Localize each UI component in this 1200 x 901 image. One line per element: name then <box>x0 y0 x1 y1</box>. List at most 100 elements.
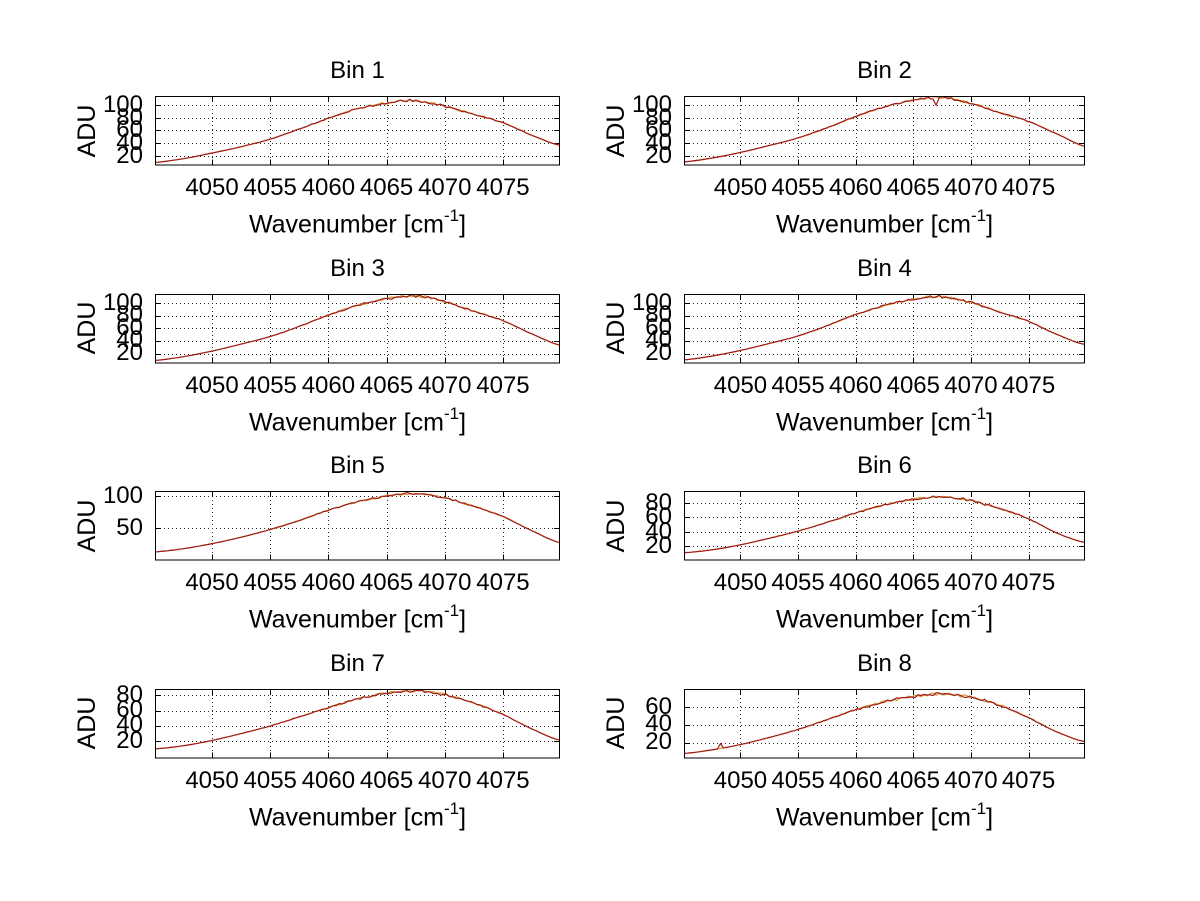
y-tick-label: 100 <box>631 91 672 119</box>
y-tick-label: 40 <box>645 710 672 738</box>
x-axis-label: Wavenumber [cm-1] <box>684 798 1085 832</box>
spectrum-line <box>683 691 1086 754</box>
x-tick-label: 4070 <box>418 174 472 202</box>
y-tick-label: 60 <box>116 313 143 341</box>
spectrum-line <box>154 491 561 553</box>
subplot-title: Bin 1 <box>330 57 385 84</box>
spectrum-line <box>683 293 1086 360</box>
x-axis-label: Wavenumber [cm-1] <box>684 405 1085 437</box>
y-tick-label: 80 <box>116 680 143 708</box>
y-tick-label: 80 <box>645 301 672 329</box>
y-tick-label: 40 <box>116 326 143 354</box>
x-tick-label: 4065 <box>359 766 414 794</box>
spectrum-line <box>154 98 561 163</box>
y-tick-label: 80 <box>116 103 143 131</box>
x-axis-label-text: ] <box>459 210 467 239</box>
plot-area <box>683 688 1086 758</box>
spectrum-line <box>154 293 561 361</box>
x-tick-label: 4050 <box>713 569 768 597</box>
x-tick-label: 4070 <box>944 569 998 597</box>
x-tick-label: 4050 <box>185 569 239 597</box>
y-tick-label: 20 <box>116 726 143 754</box>
x-axis-label-superscript: -1 <box>443 798 460 818</box>
y-tick-label: 80 <box>116 301 143 329</box>
x-tick-label: 4075 <box>476 569 530 597</box>
y-tick-label: 20 <box>645 532 672 560</box>
x-tick-label: 4055 <box>243 569 297 597</box>
plot-area <box>154 688 561 758</box>
x-axis-label-superscript: -1 <box>443 601 460 621</box>
x-tick-label: 4055 <box>771 569 825 597</box>
x-tick-label: 4065 <box>359 174 414 202</box>
x-tick-label: 4050 <box>185 371 239 399</box>
x-axis-label: Wavenumber [cm-1] <box>155 206 560 239</box>
y-tick-label: 60 <box>116 116 143 144</box>
plot-area <box>154 293 561 363</box>
y-tick-label: 40 <box>645 326 672 354</box>
x-tick-label: 4065 <box>886 371 940 399</box>
subplot-title: Bin 6 <box>857 452 912 479</box>
x-tick-label: 4075 <box>476 371 530 399</box>
x-tick-label: 4055 <box>771 371 825 399</box>
x-tick-label: 4055 <box>243 766 297 794</box>
x-axis-label-text: ] <box>459 605 467 634</box>
x-axis-label-text: Wavenumber [cm <box>775 605 971 634</box>
y-tick-label: 20 <box>116 339 143 367</box>
x-tick-label: 4050 <box>713 766 768 794</box>
y-tick-label: 20 <box>645 339 672 367</box>
x-tick-label: 4050 <box>713 174 768 202</box>
x-tick-label: 4065 <box>886 569 940 597</box>
y-tick-label: 40 <box>116 711 143 739</box>
x-tick-label: 4070 <box>418 766 472 794</box>
x-tick-label: 4050 <box>713 371 768 399</box>
spectrum-line <box>154 688 561 749</box>
x-axis-label: Wavenumber [cm-1] <box>684 601 1085 634</box>
y-tick-label: 20 <box>645 141 672 169</box>
x-tick-label: 4070 <box>944 766 998 794</box>
x-axis-label-text: ] <box>986 210 994 239</box>
subplot-title: Bin 3 <box>330 254 385 282</box>
x-tick-label: 4060 <box>828 569 883 597</box>
x-tick-label: 4075 <box>1001 766 1056 794</box>
x-axis-label-text: ] <box>986 803 994 832</box>
y-tick-label: 60 <box>645 116 672 144</box>
plot-area <box>683 491 1086 561</box>
x-axis-label-text: Wavenumber [cm <box>248 210 444 239</box>
y-tick-label: 60 <box>645 692 672 720</box>
y-tick-label: 40 <box>645 517 672 545</box>
x-tick-label: 4065 <box>359 569 414 597</box>
x-tick-label: 4065 <box>886 174 940 202</box>
x-axis-label-superscript: -1 <box>443 206 460 226</box>
y-tick-label: 80 <box>645 488 672 516</box>
x-tick-label: 4050 <box>185 174 239 202</box>
x-axis-label-superscript: -1 <box>970 798 987 818</box>
x-axis-label-text: Wavenumber [cm <box>775 803 971 832</box>
y-tick-label: 60 <box>116 696 143 724</box>
y-tick-label: 50 <box>116 514 143 542</box>
x-tick-label: 4060 <box>301 569 356 597</box>
y-tick-label: 100 <box>102 91 143 119</box>
x-axis-label: Wavenumber [cm-1] <box>155 601 560 634</box>
x-axis-label-superscript: -1 <box>443 403 460 423</box>
y-tick-label: 80 <box>645 103 672 131</box>
x-axis-label-text: ] <box>986 408 994 437</box>
x-tick-label: 4065 <box>886 766 940 794</box>
x-tick-label: 4065 <box>359 371 414 399</box>
x-tick-label: 4075 <box>476 766 530 794</box>
x-axis-label-text: Wavenumber [cm <box>775 408 971 437</box>
x-axis-label-text: Wavenumber [cm <box>248 408 444 437</box>
subplot-title: Bin 5 <box>330 452 385 479</box>
y-tick-label: 60 <box>645 313 672 341</box>
x-tick-label: 4075 <box>1001 371 1056 399</box>
x-tick-label: 4070 <box>418 569 472 597</box>
y-tick-label: 20 <box>116 141 143 169</box>
x-tick-label: 4050 <box>185 766 239 794</box>
x-tick-label: 4075 <box>1001 569 1056 597</box>
x-tick-label: 4055 <box>243 371 297 399</box>
x-axis-label-superscript: -1 <box>970 601 987 621</box>
plot-area <box>683 95 1086 166</box>
x-tick-label: 4060 <box>828 371 883 399</box>
x-tick-label: 4055 <box>243 174 297 202</box>
x-axis-label-text: ] <box>459 803 467 832</box>
x-tick-label: 4055 <box>771 766 825 794</box>
